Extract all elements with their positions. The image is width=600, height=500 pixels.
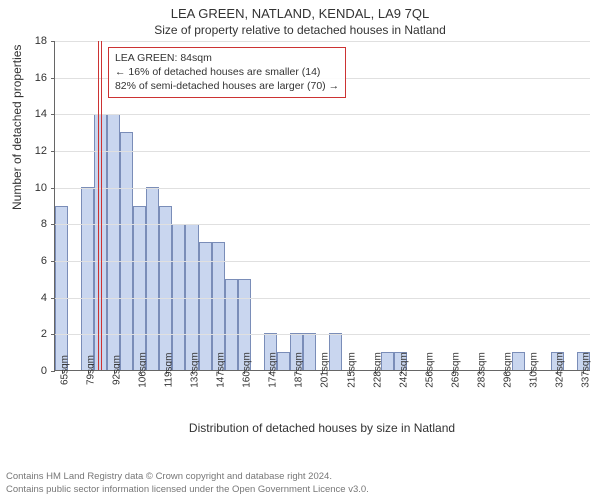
bar-slot: 324sqm: [551, 41, 564, 370]
bar-slot: 79sqm: [81, 41, 94, 370]
bar-slot: [407, 41, 420, 370]
y-tick-label: 6: [41, 255, 55, 267]
bar-slot: [381, 41, 394, 370]
histogram-bar: [81, 187, 94, 370]
y-axis-label: Number of detached properties: [10, 45, 24, 210]
bar-slot: [538, 41, 551, 370]
reference-line: [101, 41, 102, 370]
chart-area: 65sqm79sqm92sqm106sqm119sqm133sqm147sqm1…: [54, 41, 590, 435]
y-tick-label: 16: [35, 72, 55, 84]
footer-line-1: Contains HM Land Registry data © Crown c…: [6, 471, 369, 483]
bar-slot: [564, 41, 577, 370]
gridline: [55, 114, 590, 115]
y-tick-label: 12: [35, 145, 55, 157]
x-axis-label: Distribution of detached houses by size …: [54, 421, 590, 435]
histogram-bar: [107, 114, 120, 370]
chart-title-sub: Size of property relative to detached ho…: [0, 21, 600, 41]
histogram-bar: [133, 206, 146, 371]
x-tick-label: 337sqm: [575, 352, 592, 388]
y-tick-label: 0: [41, 365, 55, 377]
gridline: [55, 151, 590, 152]
bar-slot: 310sqm: [525, 41, 538, 370]
y-tick-label: 8: [41, 218, 55, 230]
y-tick-label: 2: [41, 328, 55, 340]
bar-slot: 256sqm: [420, 41, 433, 370]
annotation-title: LEA GREEN: 84sqm: [115, 51, 339, 65]
bar-slot: [512, 41, 525, 370]
histogram-bar: [55, 206, 68, 371]
gridline: [55, 298, 590, 299]
footer-line-2: Contains public sector information licen…: [6, 484, 369, 496]
bar-slot: 337sqm: [577, 41, 590, 370]
annotation-line-larger: 82% of semi-detached houses are larger (…: [115, 79, 339, 93]
gridline: [55, 334, 590, 335]
reference-annotation: LEA GREEN: 84sqm← 16% of detached houses…: [108, 47, 346, 98]
gridline: [55, 261, 590, 262]
reference-line: [98, 41, 99, 370]
y-tick-label: 4: [41, 292, 55, 304]
bar-slot: 242sqm: [394, 41, 407, 370]
bar-slot: 269sqm: [446, 41, 459, 370]
bar-slot: 283sqm: [473, 41, 486, 370]
bar-slot: [68, 41, 81, 370]
gridline: [55, 188, 590, 189]
gridline: [55, 224, 590, 225]
footer-attribution: Contains HM Land Registry data © Crown c…: [6, 471, 369, 496]
gridline: [55, 41, 590, 42]
annotation-line-smaller: ← 16% of detached houses are smaller (14…: [115, 65, 339, 79]
chart-title-main: LEA GREEN, NATLAND, KENDAL, LA9 7QL: [0, 0, 600, 21]
bar-slot: 65sqm: [55, 41, 68, 370]
y-tick-label: 14: [35, 108, 55, 120]
bar-slot: [459, 41, 472, 370]
bar-slot: [355, 41, 368, 370]
bar-slot: [486, 41, 499, 370]
y-tick-label: 10: [35, 182, 55, 194]
bar-slot: 296sqm: [499, 41, 512, 370]
bar-slot: [433, 41, 446, 370]
histogram-bar: [146, 187, 159, 370]
histogram-bar: [159, 206, 172, 371]
bar-slot: 228sqm: [368, 41, 381, 370]
plot-region: 65sqm79sqm92sqm106sqm119sqm133sqm147sqm1…: [54, 41, 590, 371]
y-tick-label: 18: [35, 35, 55, 47]
